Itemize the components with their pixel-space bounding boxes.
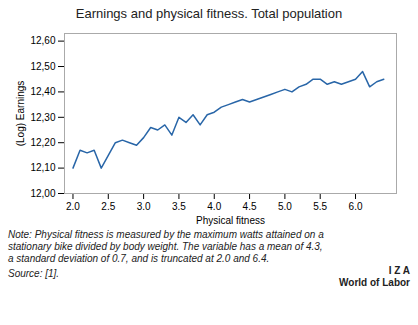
svg-text:4.0: 4.0 [207,201,221,212]
svg-text:2.0: 2.0 [66,201,80,212]
html-text:I Z A: I Z A [388,265,410,276]
svg-text:12,40: 12,40 [30,86,55,97]
svg-text:12,50: 12,50 [30,61,55,72]
html-text:Source: [1].: Source: [1]. [8,268,60,279]
svg-text:5.0: 5.0 [278,201,292,212]
svg-text:(Log) Earnings: (Log) Earnings [15,81,26,147]
svg-text:4.5: 4.5 [243,201,257,212]
svg-text:12,60: 12,60 [30,35,55,46]
svg-text:Physical fitness: Physical fitness [196,215,265,226]
html-text:a standard deviation of 0.7, a: a standard deviation of 0.7, and is trun… [8,253,270,264]
html-text:Earnings and physical fitness.: Earnings and physical fitness. Total pop… [75,6,343,21]
html-text:stationary bike divided by bod: stationary bike divided by body weight. … [8,241,323,252]
svg-text:12,00: 12,00 [30,188,55,199]
svg-text:5.5: 5.5 [313,201,327,212]
svg-text:3.0: 3.0 [137,201,151,212]
svg-text:12,20: 12,20 [30,137,55,148]
svg-text:12,10: 12,10 [30,162,55,173]
html-text:World of Labor: World of Labor [339,277,410,288]
svg-text:12,30: 12,30 [30,112,55,123]
svg-text:3.5: 3.5 [172,201,186,212]
svg-text:2.5: 2.5 [101,201,115,212]
html-text:Note: Physical fitness is meas: Note: Physical fitness is measured by th… [8,229,324,240]
svg-text:6.0: 6.0 [349,201,363,212]
